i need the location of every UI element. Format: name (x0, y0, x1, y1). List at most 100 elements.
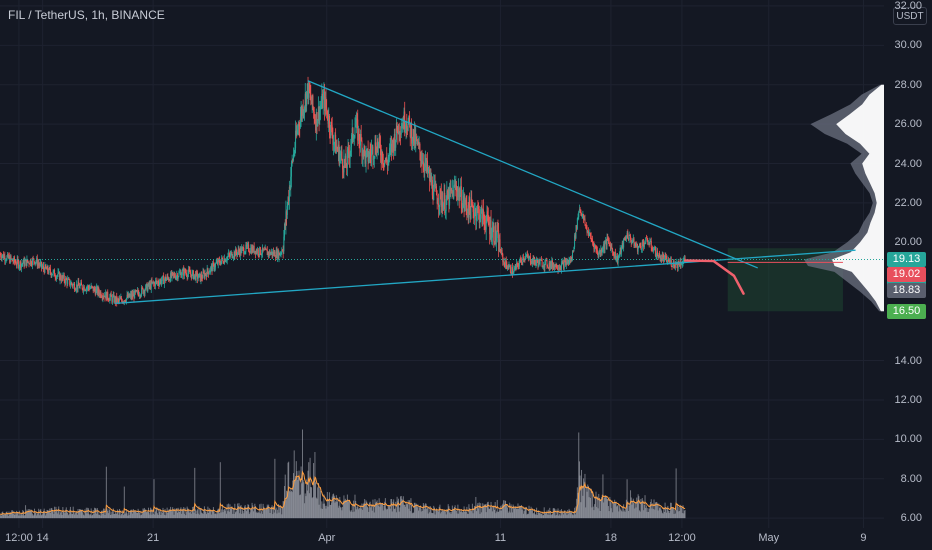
candle-body (78, 285, 80, 288)
volume-bar (621, 511, 623, 519)
volume-bar (208, 512, 210, 519)
candle-body (174, 274, 176, 277)
candle-body (155, 280, 157, 282)
volume-bar (636, 501, 638, 519)
candle-body (162, 275, 164, 277)
volume-bar (393, 499, 395, 519)
volume-bar (352, 512, 354, 519)
candle-body (407, 122, 409, 131)
volume-bar (332, 494, 334, 519)
volume-bar (232, 513, 234, 519)
candle-body (440, 192, 442, 207)
candle-body (309, 91, 311, 94)
candle-body (40, 261, 42, 263)
candle-body (170, 273, 172, 282)
candle-body (299, 117, 301, 128)
volume-bar (35, 511, 37, 519)
candle-body (255, 250, 257, 255)
volume-bar (242, 511, 244, 519)
candle-body (362, 150, 364, 158)
volume-bar (40, 515, 42, 519)
volume-bar (283, 501, 285, 519)
candle-body (598, 250, 600, 254)
candle-body (281, 250, 283, 253)
candle-body (508, 265, 510, 269)
candle-body (85, 290, 87, 291)
candle-body (315, 112, 317, 131)
volume-bar (540, 513, 542, 519)
volume-bar (214, 513, 216, 519)
candle-body (506, 264, 508, 269)
candle-body (459, 194, 461, 200)
candle-body (219, 260, 221, 264)
candle-body (400, 133, 402, 135)
volume-bar (500, 505, 502, 519)
candle-body (585, 225, 587, 227)
volume-bar (489, 507, 491, 519)
volume-bar (280, 508, 282, 519)
volume-bar (112, 508, 114, 519)
candle-body (494, 225, 496, 245)
volume-bar (315, 497, 317, 519)
volume-bar (472, 513, 474, 519)
candle-body (360, 134, 362, 141)
volume-bar (295, 475, 297, 519)
candle-body (532, 258, 534, 264)
volume-bar (649, 504, 651, 519)
volume-bar (102, 513, 104, 519)
candle-body (625, 237, 627, 239)
candle-body (41, 266, 43, 268)
volume-bar (622, 511, 624, 519)
volume-bar (203, 509, 205, 519)
volume-bar (333, 493, 335, 519)
volume-bar (626, 479, 628, 519)
candle-body (528, 256, 530, 259)
volume-bar (304, 493, 306, 519)
volume-bar (372, 499, 374, 519)
volume-bar (179, 511, 181, 519)
candle-body (627, 238, 629, 241)
candle-body (399, 133, 401, 135)
volume-bar (439, 504, 441, 519)
candle-body (177, 276, 179, 279)
volume-bar (230, 508, 232, 519)
candle-body (227, 255, 229, 258)
volume-bar (36, 513, 38, 519)
candle-body (331, 122, 332, 126)
candle-body (269, 251, 271, 255)
volume-bar (227, 511, 229, 519)
currency-button[interactable]: USDT (893, 7, 927, 25)
volume-bar (508, 511, 510, 519)
volume-bar (56, 513, 58, 519)
candle-body (361, 140, 363, 157)
volume-bar (69, 509, 71, 519)
volume-bar (158, 508, 160, 519)
volume-bar (0, 515, 2, 519)
candle-body (621, 242, 623, 247)
upper-trendline[interactable] (307, 80, 758, 269)
candle-body (409, 115, 411, 124)
candle-body (212, 262, 214, 272)
volume-bar (60, 511, 62, 519)
candle-body (24, 261, 26, 266)
candle-body (129, 295, 131, 298)
candle-body (215, 262, 217, 264)
candle-body (666, 261, 668, 263)
candle-body (405, 124, 407, 129)
projection-path[interactable] (683, 259, 745, 295)
volume-bar (85, 507, 87, 519)
candle-body (86, 287, 88, 289)
volume-bar (229, 504, 231, 519)
volume-bar (80, 509, 82, 519)
candle-body (471, 204, 473, 206)
candle-body (192, 270, 194, 279)
volume-bar (293, 473, 295, 519)
volume-bar (23, 515, 25, 519)
candle-body (414, 129, 416, 145)
volume-bar (220, 512, 222, 519)
volume-bar (185, 515, 187, 519)
candle-body (138, 293, 140, 297)
candle-body (106, 291, 108, 300)
volume-bar (243, 506, 245, 519)
